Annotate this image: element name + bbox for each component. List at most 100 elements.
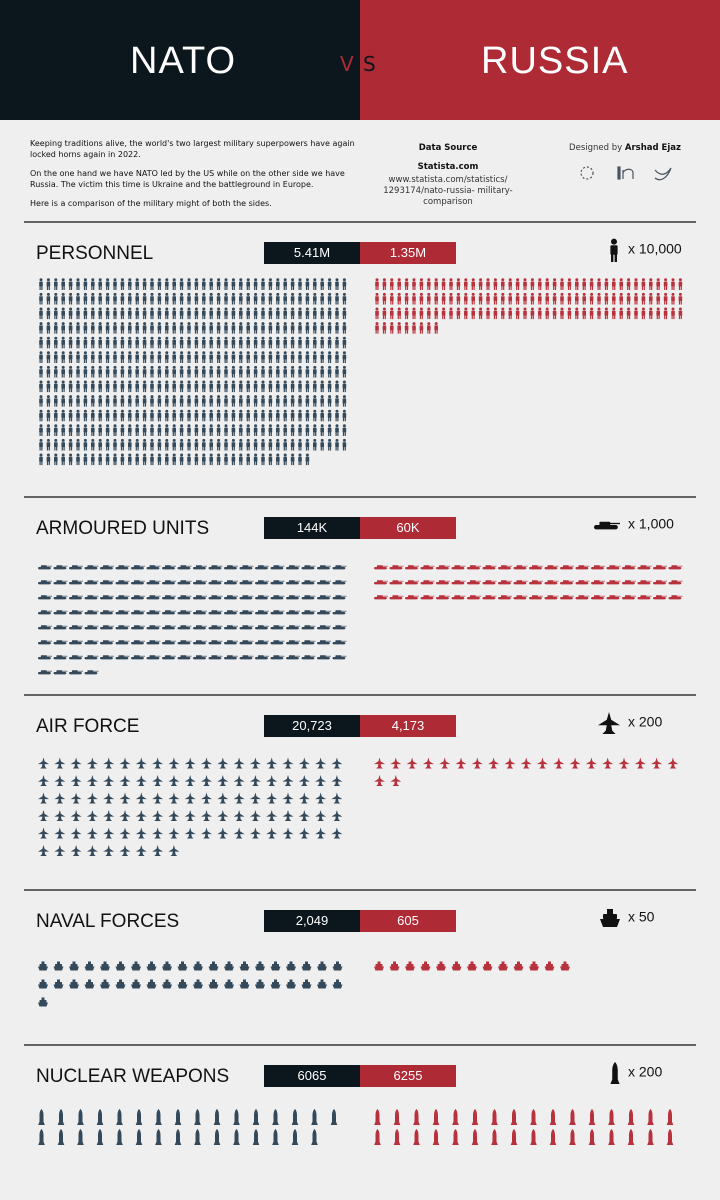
icon <box>342 365 347 378</box>
section-title: PERSONNEL <box>36 243 153 264</box>
icon <box>131 655 145 660</box>
icon <box>98 438 102 451</box>
icon <box>142 278 147 290</box>
icon <box>100 961 110 971</box>
icon <box>91 365 95 378</box>
icon <box>332 625 347 630</box>
icon <box>427 322 431 334</box>
icon <box>119 827 131 839</box>
icon <box>589 278 594 290</box>
icon <box>268 336 273 349</box>
icon <box>46 409 51 422</box>
icon <box>84 670 99 675</box>
icon <box>165 365 169 378</box>
icon <box>569 757 581 769</box>
icon <box>335 409 339 422</box>
icon <box>224 580 238 585</box>
icon <box>68 453 73 466</box>
icon <box>146 625 161 630</box>
icon <box>298 395 302 407</box>
icon <box>46 395 51 407</box>
icon <box>332 640 347 645</box>
icon <box>105 365 110 378</box>
icon <box>165 424 169 436</box>
icon <box>255 961 265 971</box>
nato-icons <box>38 565 347 675</box>
icon <box>168 827 180 839</box>
icon <box>177 640 192 645</box>
icon <box>315 757 327 769</box>
icon <box>582 292 586 305</box>
icon <box>194 1109 201 1125</box>
icon <box>68 365 73 378</box>
icon <box>115 961 126 971</box>
icon <box>327 336 332 349</box>
icon <box>641 278 646 290</box>
icon <box>61 365 65 378</box>
icon <box>38 655 52 660</box>
icon <box>436 595 450 600</box>
icon <box>113 336 117 349</box>
icon <box>656 278 660 290</box>
source-heading: Data Source <box>418 143 478 153</box>
icon <box>157 307 162 320</box>
icon <box>261 336 265 349</box>
icon <box>177 610 192 615</box>
icon <box>98 453 102 466</box>
icon <box>150 278 154 290</box>
icon <box>510 1109 518 1125</box>
unit-label: x 200 <box>628 714 662 730</box>
icon <box>209 278 213 290</box>
icon <box>202 453 206 466</box>
icon <box>451 595 466 600</box>
icon <box>591 595 605 600</box>
icon <box>261 278 265 290</box>
icon <box>270 961 281 971</box>
icon <box>202 322 206 334</box>
icon <box>553 757 565 769</box>
icon <box>177 655 192 660</box>
icon <box>239 409 243 422</box>
icon <box>172 336 176 349</box>
icon <box>239 351 243 363</box>
icon <box>501 278 505 290</box>
icon <box>146 640 161 645</box>
icon <box>622 580 636 585</box>
icon <box>209 395 213 407</box>
icon <box>427 278 431 290</box>
icon <box>608 1109 615 1125</box>
icon <box>374 1129 381 1145</box>
icon <box>239 424 243 436</box>
icon <box>91 438 95 451</box>
icon <box>432 1129 440 1145</box>
icon <box>39 380 43 393</box>
icon <box>70 775 82 786</box>
icon <box>150 453 154 466</box>
icon <box>342 322 347 334</box>
icon <box>508 307 512 320</box>
icon <box>290 409 295 422</box>
icon <box>604 292 609 305</box>
icon <box>582 278 586 290</box>
icon <box>471 278 475 290</box>
icon <box>105 380 110 393</box>
icon <box>327 292 332 305</box>
icon <box>53 640 68 645</box>
icon <box>276 292 280 305</box>
icon <box>404 278 409 290</box>
icon <box>266 810 278 821</box>
icon <box>374 961 384 971</box>
icon <box>38 580 52 585</box>
icon <box>545 278 549 290</box>
icon <box>150 351 154 363</box>
icon <box>575 595 590 600</box>
icon <box>224 395 228 407</box>
icon <box>261 409 265 422</box>
icon <box>208 961 219 971</box>
icon <box>216 278 221 290</box>
icon <box>332 961 343 971</box>
icon <box>246 438 250 451</box>
icon <box>69 655 83 660</box>
icon <box>239 565 254 570</box>
icon <box>157 395 162 407</box>
